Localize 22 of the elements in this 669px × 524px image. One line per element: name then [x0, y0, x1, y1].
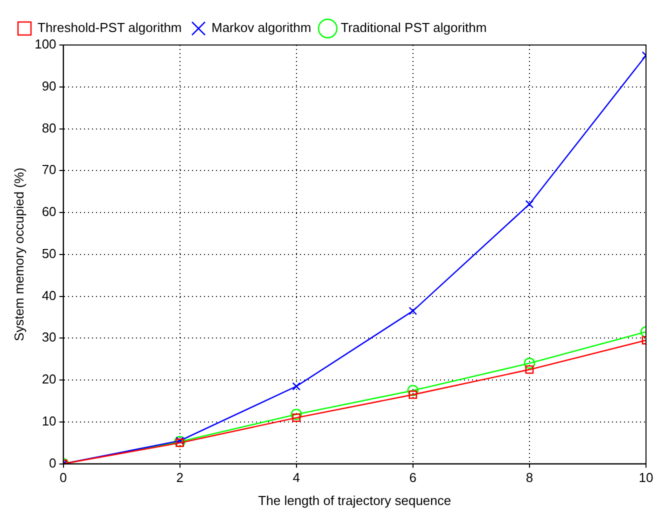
- x-tick-label: 8: [526, 470, 534, 486]
- y-tick-label: 60: [42, 204, 56, 220]
- x-tick-label: 10: [638, 470, 654, 486]
- y-tick-label: 30: [42, 330, 56, 345]
- x-tick-label: 0: [60, 470, 67, 486]
- legend-label: Threshold-PST algorithm: [38, 20, 182, 36]
- legend-label: Traditional PST algorithm: [340, 20, 487, 36]
- y-tick-label: 40: [42, 288, 56, 303]
- x-tick-label: 6: [409, 470, 417, 486]
- y-axis-title: System memory occupied (%): [11, 168, 26, 342]
- x-tick-label: 2: [176, 470, 184, 486]
- y-tick-label: 10: [42, 414, 56, 428]
- y-tick-label: 0: [49, 455, 56, 470]
- y-tick-label: 100: [34, 36, 56, 52]
- y-tick-label: 90: [42, 78, 56, 94]
- legend-label: Markov algorithm: [212, 20, 312, 36]
- y-tick-label: 80: [42, 120, 56, 136]
- x-tick-label: 4: [292, 470, 300, 486]
- y-tick-label: 20: [42, 372, 56, 387]
- y-tick-label: 70: [42, 162, 56, 178]
- y-tick-label: 50: [42, 246, 56, 261]
- x-axis-title: The length of trajectory sequence: [258, 492, 452, 508]
